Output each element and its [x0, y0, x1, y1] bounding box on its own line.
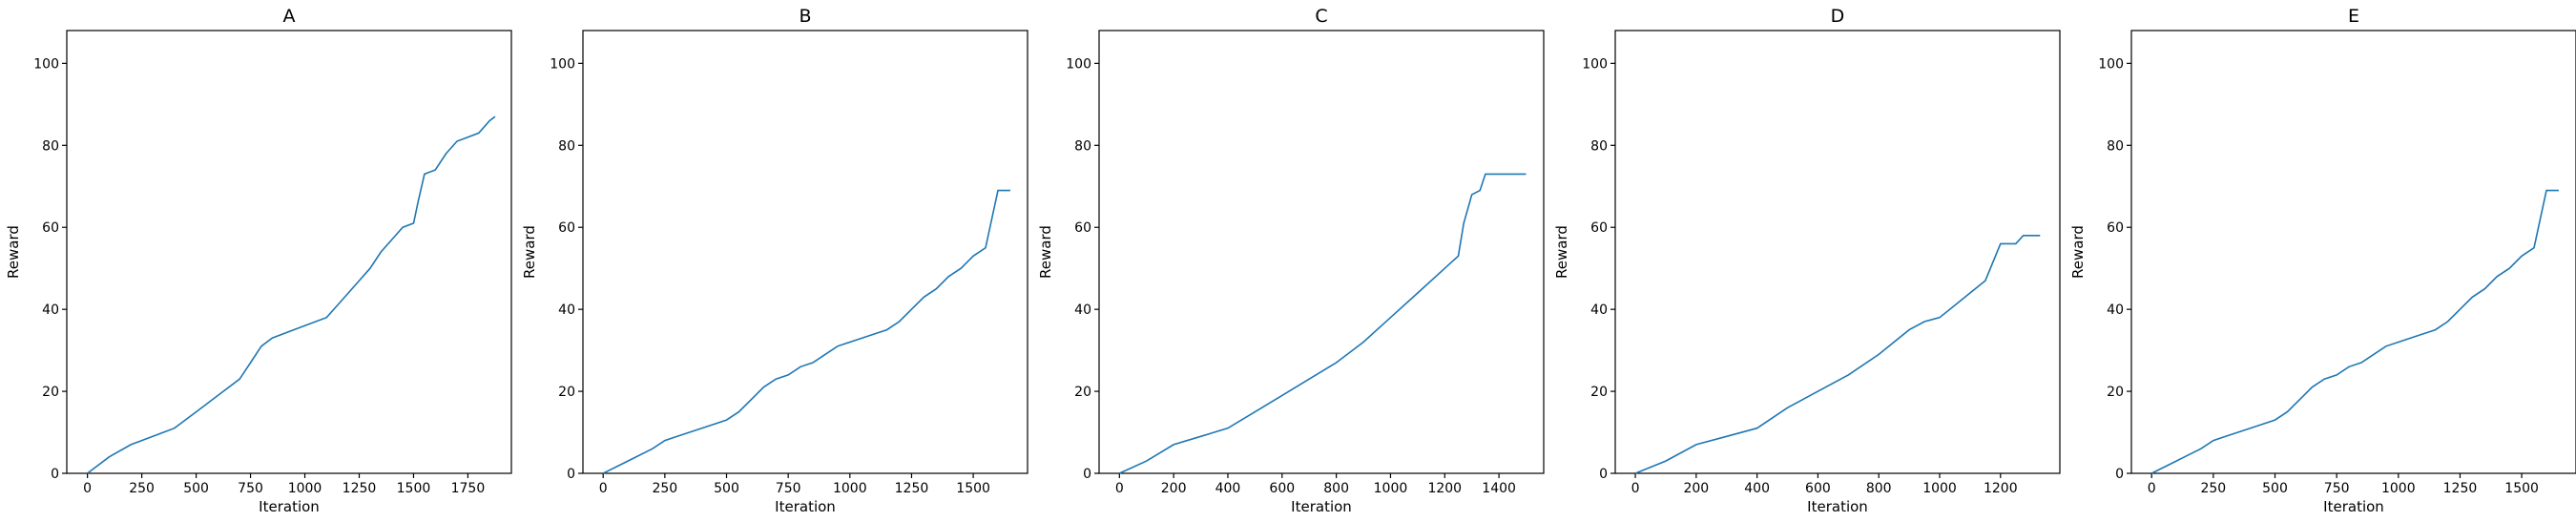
x-tick-label: 250 [129, 481, 155, 496]
x-axis-label: Iteration [1807, 498, 1868, 515]
x-tick-label: 750 [238, 481, 263, 496]
y-axis-label: Reward [1553, 225, 1570, 279]
x-tick-label: 200 [1683, 481, 1709, 496]
x-tick-label: 500 [2262, 481, 2288, 496]
y-tick-label: 40 [42, 303, 59, 318]
plot-frame [66, 30, 512, 474]
x-tick-label: 0 [599, 481, 608, 496]
x-tick-label: 1000 [833, 481, 867, 496]
x-tick-label: 600 [1805, 481, 1831, 496]
x-axis-label: Iteration [1291, 498, 1352, 515]
x-tick-label: 1500 [956, 481, 990, 496]
plot-frame [1098, 30, 1545, 474]
y-tick-label: 100 [33, 56, 59, 72]
y-tick-label: 60 [1074, 220, 1091, 236]
x-tick-label: 1400 [1482, 481, 1516, 496]
x-tick-label: 1250 [343, 481, 377, 496]
x-tick-label: 1200 [1427, 481, 1462, 496]
chart-title: B [799, 6, 811, 27]
y-tick-label: 40 [1074, 303, 1091, 318]
chart-panel: B 0 250 500 750 1000 1250 1500 0 20 40 60 80 100 Itera… [521, 6, 1028, 515]
x-tick-label: 250 [2200, 481, 2226, 496]
plot-frame [582, 30, 1028, 474]
x-tick-label: 750 [776, 481, 801, 496]
y-tick-label: 60 [42, 220, 59, 236]
reward-series-line [87, 115, 496, 474]
y-tick-label: 80 [1074, 138, 1091, 154]
y-tick-label: 80 [1590, 138, 1608, 154]
x-tick-label: 1250 [895, 481, 929, 496]
y-tick-label: 20 [558, 385, 575, 400]
x-tick-label: 800 [1323, 481, 1349, 496]
x-tick-label: 1750 [451, 481, 486, 496]
y-tick-label: 60 [558, 220, 575, 236]
chart-title: D [1831, 6, 1845, 27]
y-tick-label: 40 [2107, 303, 2124, 318]
y-axis-label: Reward [521, 225, 538, 279]
x-axis-label: Iteration [2323, 498, 2384, 515]
x-tick-label: 1000 [2381, 481, 2416, 496]
x-tick-label: 800 [1866, 481, 1892, 496]
y-tick-label: 20 [1074, 385, 1091, 400]
y-tick-label: 0 [1083, 467, 1091, 482]
reward-series-line [602, 189, 1010, 474]
chart-panel: E 0 250 500 750 1000 1250 1500 0 20 40 60 80 100 Itera… [2069, 6, 2576, 515]
y-tick-label: 80 [558, 138, 575, 154]
x-tick-label: 0 [2148, 481, 2156, 496]
chart-title: C [1315, 6, 1327, 27]
plot-frame [1614, 30, 2061, 474]
plot-frame [2130, 30, 2576, 474]
x-tick-label: 1200 [1984, 481, 2018, 496]
chart-panel: A 0 250 500 750 1000 1250 1500 1750 0 20 40 60 80 100 I… [5, 6, 512, 515]
x-tick-label: 1500 [2504, 481, 2539, 496]
x-tick-label: 400 [1215, 481, 1241, 496]
y-axis-label: Reward [2069, 225, 2087, 279]
x-tick-label: 1000 [1374, 481, 1408, 496]
y-tick-label: 100 [1582, 56, 1608, 72]
y-tick-label: 80 [42, 138, 59, 154]
y-tick-label: 0 [567, 467, 575, 482]
reward-series-line [1634, 235, 2041, 474]
y-tick-label: 100 [2098, 56, 2124, 72]
chart-panel: C 0 200 400 600 800 1000 1200 1400 0 20 40 60 80 100 It… [1037, 6, 1545, 515]
y-tick-label: 100 [550, 56, 575, 72]
x-tick-label: 0 [1631, 481, 1640, 496]
x-tick-label: 400 [1744, 481, 1770, 496]
x-axis-label: Iteration [259, 498, 320, 515]
x-tick-label: 600 [1269, 481, 1295, 496]
chart-title: E [2348, 6, 2359, 27]
y-tick-label: 20 [2107, 385, 2124, 400]
x-tick-label: 500 [714, 481, 739, 496]
y-tick-label: 0 [2115, 467, 2124, 482]
x-tick-label: 0 [83, 481, 92, 496]
y-tick-label: 80 [2107, 138, 2124, 154]
chart-title: A [283, 6, 296, 27]
x-tick-label: 500 [183, 481, 209, 496]
x-tick-label: 750 [2324, 481, 2350, 496]
x-tick-label: 250 [652, 481, 677, 496]
y-tick-label: 0 [1599, 467, 1608, 482]
x-tick-label: 1000 [288, 481, 322, 496]
y-tick-label: 60 [2107, 220, 2124, 236]
x-tick-label: 1250 [2443, 481, 2478, 496]
y-tick-label: 20 [1590, 385, 1608, 400]
y-tick-label: 40 [1590, 303, 1608, 318]
x-tick-label: 0 [1115, 481, 1124, 496]
x-tick-label: 1500 [397, 481, 431, 496]
y-tick-label: 40 [558, 303, 575, 318]
y-tick-label: 0 [51, 467, 59, 482]
reward-series-line [1118, 173, 1527, 474]
x-tick-label: 200 [1161, 481, 1187, 496]
y-tick-label: 20 [42, 385, 59, 400]
chart-panel: D 0 200 400 600 800 1000 1200 0 20 40 60 80 100 Iterat… [1553, 6, 2061, 515]
x-tick-label: 1000 [1922, 481, 1957, 496]
y-tick-label: 100 [1066, 56, 1091, 72]
y-tick-label: 60 [1590, 220, 1608, 236]
x-axis-label: Iteration [775, 498, 836, 515]
y-axis-label: Reward [1037, 225, 1054, 279]
reward-series-line [2150, 189, 2559, 474]
y-axis-label: Reward [5, 225, 22, 279]
